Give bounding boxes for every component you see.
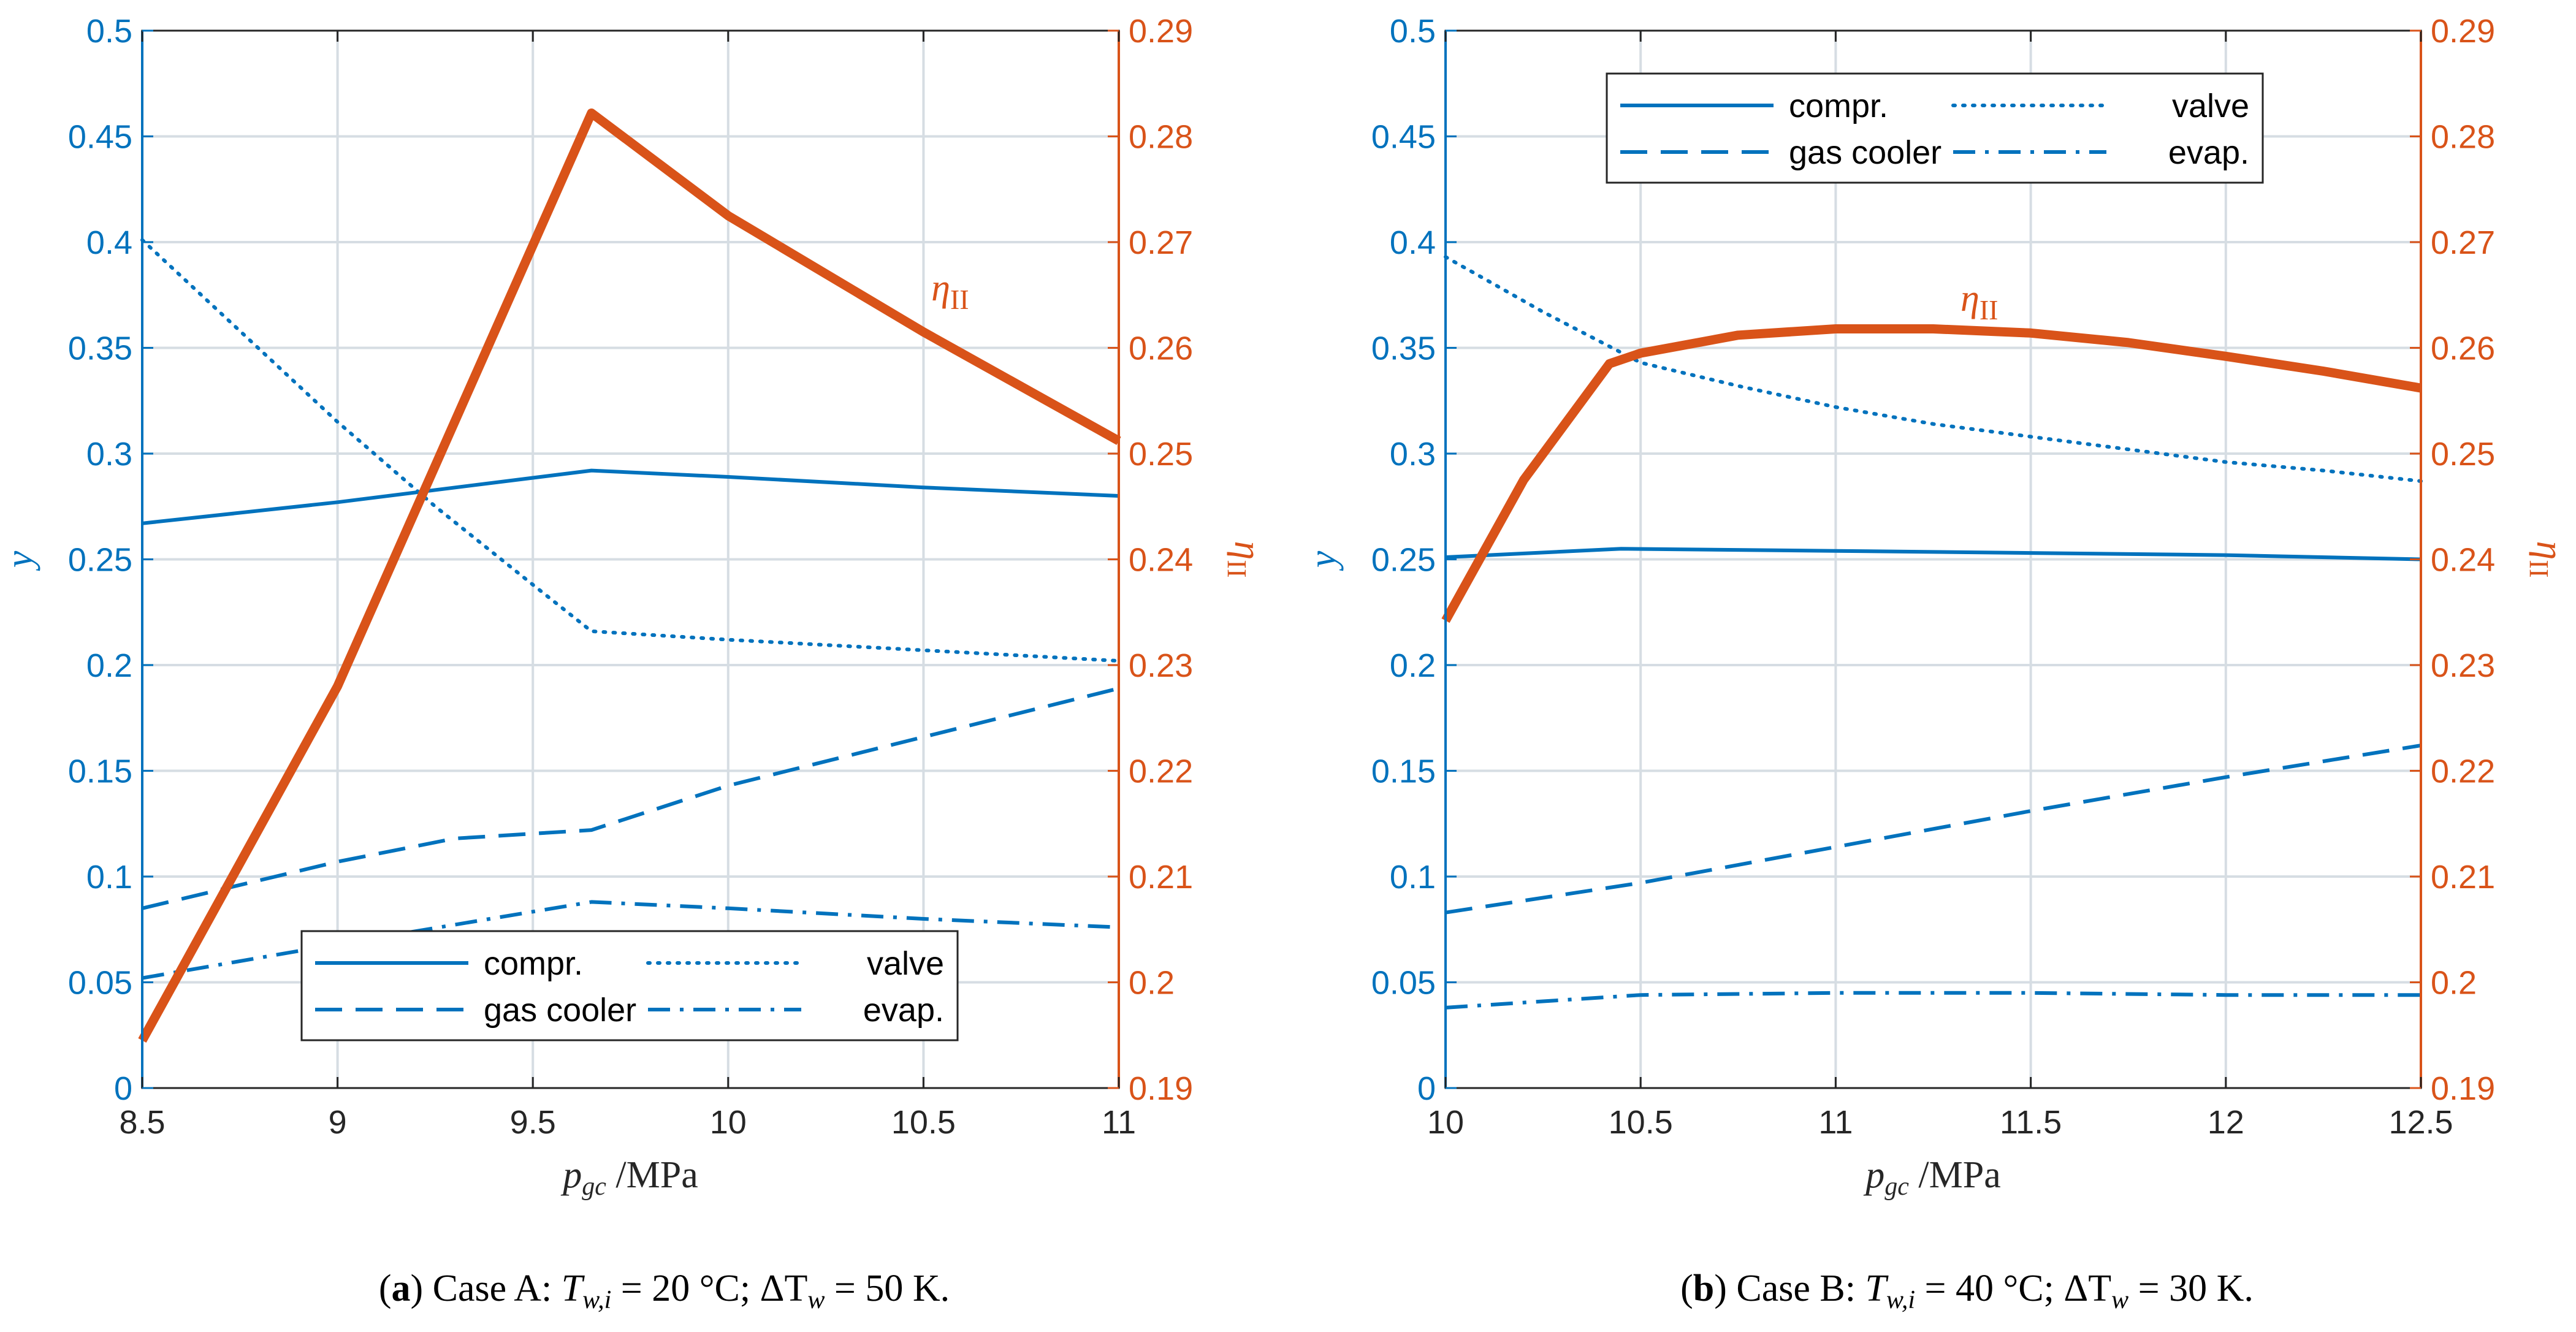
legend-label: compr. <box>484 945 583 982</box>
y-right-tick-label: 0.24 <box>1129 542 1193 579</box>
y-right-axis-label: ηII <box>2524 541 2570 577</box>
y-left-tick-label: 0.05 <box>1371 965 1436 1002</box>
y-right-tick-label: 0.21 <box>1129 859 1193 896</box>
y-right-tick-label: 0.22 <box>2431 753 2495 790</box>
y-left-tick-label: 0.35 <box>68 330 132 367</box>
y-left-tick-label: 0.25 <box>68 542 132 579</box>
y-left-tick-label: 0.1 <box>1390 859 1436 896</box>
y-right-tick-label: 0.19 <box>1129 1070 1193 1107</box>
chart-panel-a: 8.5 9 9.5 10 10.5 11 0 0.05 0.1 0.15 0.2 0.25 0.3 0.3… <box>0 13 1268 1314</box>
series-line-gas-cooler <box>1445 744 2422 915</box>
legend-box <box>300 930 959 1041</box>
y-left-tick-label: 0.5 <box>1390 13 1436 50</box>
y-right-tick-label: 0.22 <box>1129 753 1193 790</box>
y-left-tick-label: 0.25 <box>1371 542 1436 579</box>
y-left-tick-label: 0 <box>1417 1070 1436 1107</box>
x-tick-label: 9.5 <box>510 1104 556 1141</box>
series-line-gas-cooler <box>142 687 1119 910</box>
y-left-tick-label: 0.3 <box>86 436 132 473</box>
series-line-evap <box>1445 991 2421 1010</box>
y-left-tick-label: 0.45 <box>1371 119 1436 156</box>
x-tick-label: 12.5 <box>2388 1104 2453 1141</box>
series-group <box>1441 255 2423 1010</box>
y-left-axis-label: y <box>1302 550 1344 571</box>
y-left-tick-label: 0.4 <box>86 224 132 261</box>
eta-ii-curve-label: ηII <box>1961 278 1998 325</box>
y-left-tick-label: 0.5 <box>86 13 132 50</box>
y-right-tick-label: 0.29 <box>1129 13 1193 50</box>
series-group <box>138 108 1121 1043</box>
y-right-axis-label: ηII <box>1222 541 1268 577</box>
legend-label: valve <box>2172 88 2249 124</box>
y-left-tick-label: 0.15 <box>1371 753 1436 790</box>
legend-label: evap. <box>863 992 944 1029</box>
y-left-tick-label: 0.4 <box>1390 224 1436 261</box>
eta-ii-line <box>138 108 1121 1043</box>
x-tick-label: 10.5 <box>891 1104 956 1141</box>
y-right-tick-label: 0.21 <box>2431 859 2495 896</box>
x-tick-label: 11 <box>1102 1104 1136 1141</box>
series-line-evap <box>142 900 1119 980</box>
legend: compr. valve gas cooler evap. <box>1606 72 2264 184</box>
y-right-tick-label: 0.28 <box>1129 119 1193 156</box>
series-line-valve <box>1444 255 2423 483</box>
y-right-tick-label: 0.27 <box>2431 224 2495 261</box>
x-tick-label: 9 <box>329 1104 347 1141</box>
x-axis-label: pgc /MPa <box>560 1154 698 1201</box>
x-tick-label: 10.5 <box>1609 1104 1673 1141</box>
grid <box>1446 31 2421 1088</box>
y-left-tick-label: 0.1 <box>86 859 132 896</box>
y-left-tick-label: 0.05 <box>68 965 132 1002</box>
y-left-tick-label: 0.15 <box>68 753 132 790</box>
y-right-tick-label: 0.28 <box>2431 119 2495 156</box>
chart-panel-b: 10 10.5 11 11.5 12 12.5 0 0.05 0.1 0.15 0.2 0.25 0.3… <box>1302 13 2570 1314</box>
caption: (a) Case A: Tw,i = 20 °C; ΔTw = 50 K. <box>379 1268 950 1314</box>
y-left-tick-label: 0.45 <box>68 119 132 156</box>
y-right-tick-label: 0.25 <box>1129 436 1193 473</box>
x-tick-label: 8.5 <box>119 1104 165 1141</box>
series-line-compr <box>142 468 1119 525</box>
y-left-tick-label: 0 <box>114 1070 132 1107</box>
y-left-tick-label: 0.2 <box>1390 647 1436 684</box>
x-tick-label: 10 <box>1427 1104 1464 1141</box>
legend: compr. valve gas cooler evap. <box>300 930 959 1041</box>
y-left-tick-label: 0.3 <box>1390 436 1436 473</box>
y-right-tick-label: 0.19 <box>2431 1070 2495 1107</box>
y-right-tick-label: 0.26 <box>1129 330 1193 367</box>
x-tick-label: 12 <box>2208 1104 2244 1141</box>
legend-box <box>1606 72 2264 184</box>
series-line-valve <box>140 238 1121 663</box>
legend-label: compr. <box>1789 88 1888 124</box>
caption: (b) Case B: Tw,i = 40 °C; ΔTw = 30 K. <box>1680 1268 2254 1314</box>
y-right-tick-label: 0.2 <box>2431 965 2477 1002</box>
y-right-tick-label: 0.23 <box>1129 647 1193 684</box>
x-tick-label: 11.5 <box>2000 1104 2062 1141</box>
legend-label: evap. <box>2168 134 2249 171</box>
y-left-tick-label: 0.35 <box>1371 330 1436 367</box>
series-line-compr <box>1445 547 2422 561</box>
legend-label: valve <box>867 945 944 982</box>
y-left-axis-label: y <box>0 550 40 571</box>
legend-label: gas cooler <box>484 992 636 1029</box>
y-right-tick-label: 0.29 <box>2431 13 2495 50</box>
y-right-tick-label: 0.23 <box>2431 647 2495 684</box>
x-tick-label: 10 <box>710 1104 747 1141</box>
grid <box>142 31 1119 1088</box>
y-right-tick-label: 0.26 <box>2431 330 2495 367</box>
eta-ii-curve-label: ηII <box>931 267 969 315</box>
x-axis-label: pgc /MPa <box>1863 1154 2001 1201</box>
y-left-tick-label: 0.2 <box>86 647 132 684</box>
y-right-tick-label: 0.27 <box>1129 224 1193 261</box>
x-tick-label: 11 <box>1818 1104 1853 1141</box>
legend-label: gas cooler <box>1789 134 1942 171</box>
y-right-tick-label: 0.2 <box>1129 965 1175 1002</box>
y-right-tick-label: 0.25 <box>2431 436 2495 473</box>
y-right-tick-label: 0.24 <box>2431 542 2495 579</box>
eta-ii-line <box>1441 324 2422 623</box>
